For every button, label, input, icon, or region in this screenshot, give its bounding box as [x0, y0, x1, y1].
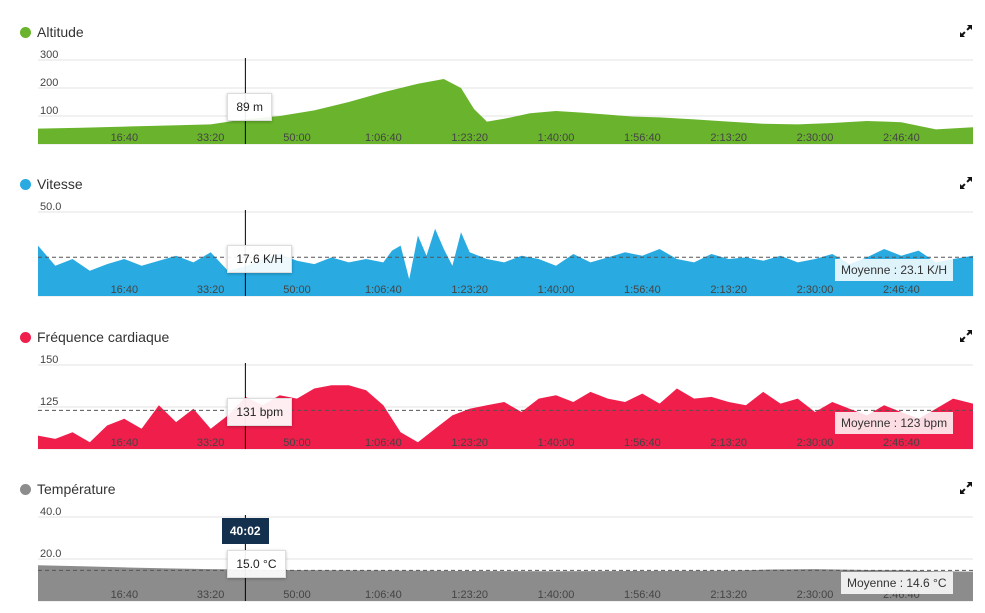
x-tick-label: 16:40: [111, 284, 139, 296]
x-tick-label: 2:46:40: [883, 284, 920, 296]
x-tick-label: 2:30:00: [797, 589, 834, 601]
expand-icon[interactable]: [959, 481, 973, 495]
x-tick-label: 33:20: [197, 132, 225, 144]
y-tick-label: 50.0: [40, 201, 61, 213]
vitesse-header: Vitesse: [20, 172, 83, 196]
heart-rate-title: Fréquence cardiaque: [37, 329, 170, 345]
average-label: Moyenne : 14.6 °C: [841, 572, 953, 595]
y-tick-label: 300: [40, 49, 58, 61]
vitesse-series-dot: [20, 178, 31, 190]
x-tick-label: 16:40: [111, 589, 139, 601]
x-tick-label: 1:40:00: [538, 437, 575, 449]
altitude-chart[interactable]: 010020030016:4033:2050:001:06:401:23:201…: [0, 20, 985, 150]
altitude-panel: Altitude: [0, 20, 985, 150]
temperature-chart[interactable]: 0.020.040.016:4033:2050:001:06:401:23:20…: [0, 477, 985, 607]
x-tick-label: 1:56:40: [624, 589, 661, 601]
x-tick-label: 2:13:20: [710, 589, 747, 601]
vitesse-title: Vitesse: [37, 176, 83, 192]
average-label: Moyenne : 123 bpm: [835, 412, 954, 435]
x-tick-label: 1:56:40: [624, 132, 661, 144]
altitude-area-series: [38, 79, 973, 144]
expand-icon[interactable]: [959, 176, 973, 190]
x-tick-label: 1:06:40: [365, 589, 402, 601]
temperature-header: Température: [20, 477, 116, 501]
heart-rate-chart[interactable]: 10012515016:4033:2050:001:06:401:23:201:…: [0, 325, 985, 455]
x-tick-label: 1:06:40: [365, 284, 402, 296]
vitesse-panel: Vitesse: [0, 172, 985, 302]
y-tick-label: 200: [40, 77, 58, 89]
x-tick-label: 16:40: [111, 437, 139, 449]
x-tick-label: 1:23:20: [451, 132, 488, 144]
x-tick-label: 33:20: [197, 437, 225, 449]
x-tick-label: 33:20: [197, 284, 225, 296]
x-tick-label: 1:23:20: [451, 284, 488, 296]
x-tick-label: 2:46:40: [883, 437, 920, 449]
x-tick-label: 2:30:00: [797, 132, 834, 144]
vitesse-area-series: [38, 228, 973, 296]
heart-rate-tooltip: 131 bpm: [227, 398, 293, 426]
heart-rate-series-dot: [20, 331, 31, 343]
cursor-time-badge: 40:02: [221, 518, 269, 544]
x-tick-label: 33:20: [197, 589, 225, 601]
x-tick-label: 50:00: [283, 437, 311, 449]
x-tick-label: 2:30:00: [797, 437, 834, 449]
x-tick-label: 1:23:20: [451, 437, 488, 449]
x-tick-label: 1:06:40: [365, 437, 402, 449]
altitude-series-dot: [20, 26, 31, 38]
expand-icon[interactable]: [959, 24, 973, 38]
y-tick-label: 100: [40, 105, 58, 117]
y-tick-label: 20.0: [40, 548, 61, 560]
x-tick-label: 1:40:00: [538, 589, 575, 601]
x-tick-label: 1:40:00: [538, 284, 575, 296]
heart-rate-header: Fréquence cardiaque: [20, 325, 169, 349]
altitude-tooltip: 89 m: [227, 93, 273, 121]
temperature-title: Température: [37, 481, 116, 497]
average-label: Moyenne : 23.1 K/H: [835, 259, 954, 282]
y-tick-label: 40.0: [40, 506, 61, 518]
expand-icon[interactable]: [959, 329, 973, 343]
x-tick-label: 1:23:20: [451, 589, 488, 601]
x-tick-label: 2:13:20: [710, 132, 747, 144]
x-tick-label: 1:56:40: [624, 284, 661, 296]
y-tick-label: 150: [40, 354, 58, 366]
x-tick-label: 50:00: [283, 132, 311, 144]
x-tick-label: 1:06:40: [365, 132, 402, 144]
x-tick-label: 50:00: [283, 284, 311, 296]
x-tick-label: 1:56:40: [624, 437, 661, 449]
vitesse-chart[interactable]: 0.050.016:4033:2050:001:06:401:23:201:40…: [0, 172, 985, 302]
x-tick-label: 2:30:00: [797, 284, 834, 296]
temperature-panel: Température: [0, 477, 985, 607]
altitude-header: Altitude: [20, 20, 84, 44]
x-tick-label: 2:13:20: [710, 437, 747, 449]
x-tick-label: 1:40:00: [538, 132, 575, 144]
heart-rate-panel: Fréquence cardiaque: [0, 325, 985, 455]
temperature-series-dot: [20, 483, 31, 495]
x-tick-label: 50:00: [283, 589, 311, 601]
altitude-title: Altitude: [37, 24, 84, 40]
y-tick-label: 125: [40, 396, 58, 408]
vitesse-tooltip: 17.6 K/H: [227, 245, 293, 273]
temperature-tooltip: 15.0 °C: [227, 550, 286, 578]
x-tick-label: 16:40: [111, 132, 139, 144]
x-tick-label: 2:13:20: [710, 284, 747, 296]
x-tick-label: 2:46:40: [883, 132, 920, 144]
